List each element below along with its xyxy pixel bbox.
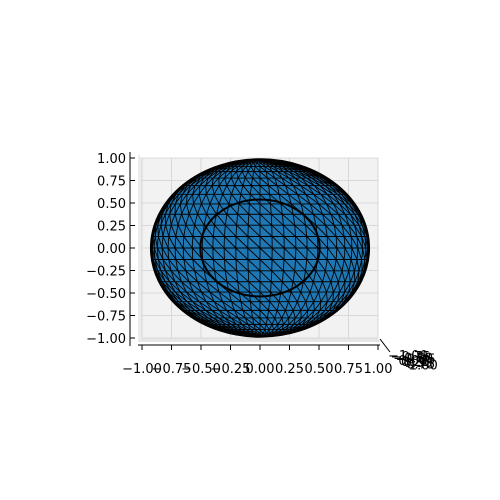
- y-tick-label: 0.75: [406, 357, 435, 372]
- x-tick-label: −0.25: [211, 362, 251, 377]
- sphere-inner-ring: [199, 198, 321, 298]
- sphere-mesh: [151, 159, 369, 337]
- x-tick-label: −0.50: [181, 362, 221, 377]
- x-tick-label: 0.00: [246, 362, 275, 377]
- y-axis-line: [379, 338, 391, 353]
- y-tick-label: 0.25: [401, 355, 430, 370]
- z-tick-label: 0.00: [97, 242, 126, 257]
- z-tick-label: 0.75: [97, 175, 126, 190]
- z-tick-label: −0.50: [86, 287, 126, 302]
- floor-pane: [138, 338, 380, 342]
- x-tick-label: 0.50: [305, 362, 334, 377]
- x-tick-label: 1.00: [364, 362, 393, 377]
- y-axis-ticks: −1.00−0.75−0.50−0.250.000.250.500.751.00: [388, 349, 438, 374]
- z-tick-label: 1.00: [97, 152, 126, 167]
- x-tick-label: −0.75: [152, 362, 192, 377]
- z-tick-label: −1.00: [86, 332, 126, 347]
- x-tick-label: −1.00: [122, 362, 162, 377]
- x-tick-label: 0.75: [334, 362, 363, 377]
- sphere-mesh-edges: [151, 159, 369, 337]
- x-axis-ticks: −1.00−0.75−0.50−0.250.00 0.25 0.50 0.75 1.00: [122, 345, 392, 377]
- z-tick-label: 0.25: [97, 220, 126, 235]
- y-tick-label: 0.00: [398, 354, 427, 369]
- z-tick-label: −0.25: [86, 265, 126, 280]
- z-axis-ticks: −1.00 −0.75 −0.50 −0.25 0.00 0.25 0.50 0.75 1.00: [86, 152, 135, 347]
- y-tick-label: −0.25: [396, 353, 436, 368]
- y-tick-label: −0.75: [391, 350, 431, 365]
- y-tick-label: 1.00: [409, 359, 438, 374]
- x-tick-label: 0.25: [275, 362, 304, 377]
- axis-lines: [129, 152, 391, 353]
- sphere-surface: [149, 158, 371, 338]
- z-tick-label: −0.75: [86, 310, 126, 325]
- y-tick-label: −1.00: [388, 349, 428, 364]
- side-pane: [138, 154, 142, 342]
- y-tick-label: 0.50: [404, 356, 433, 371]
- y-tick-label: −0.50: [393, 351, 433, 366]
- z-tick-label: 0.50: [97, 197, 126, 212]
